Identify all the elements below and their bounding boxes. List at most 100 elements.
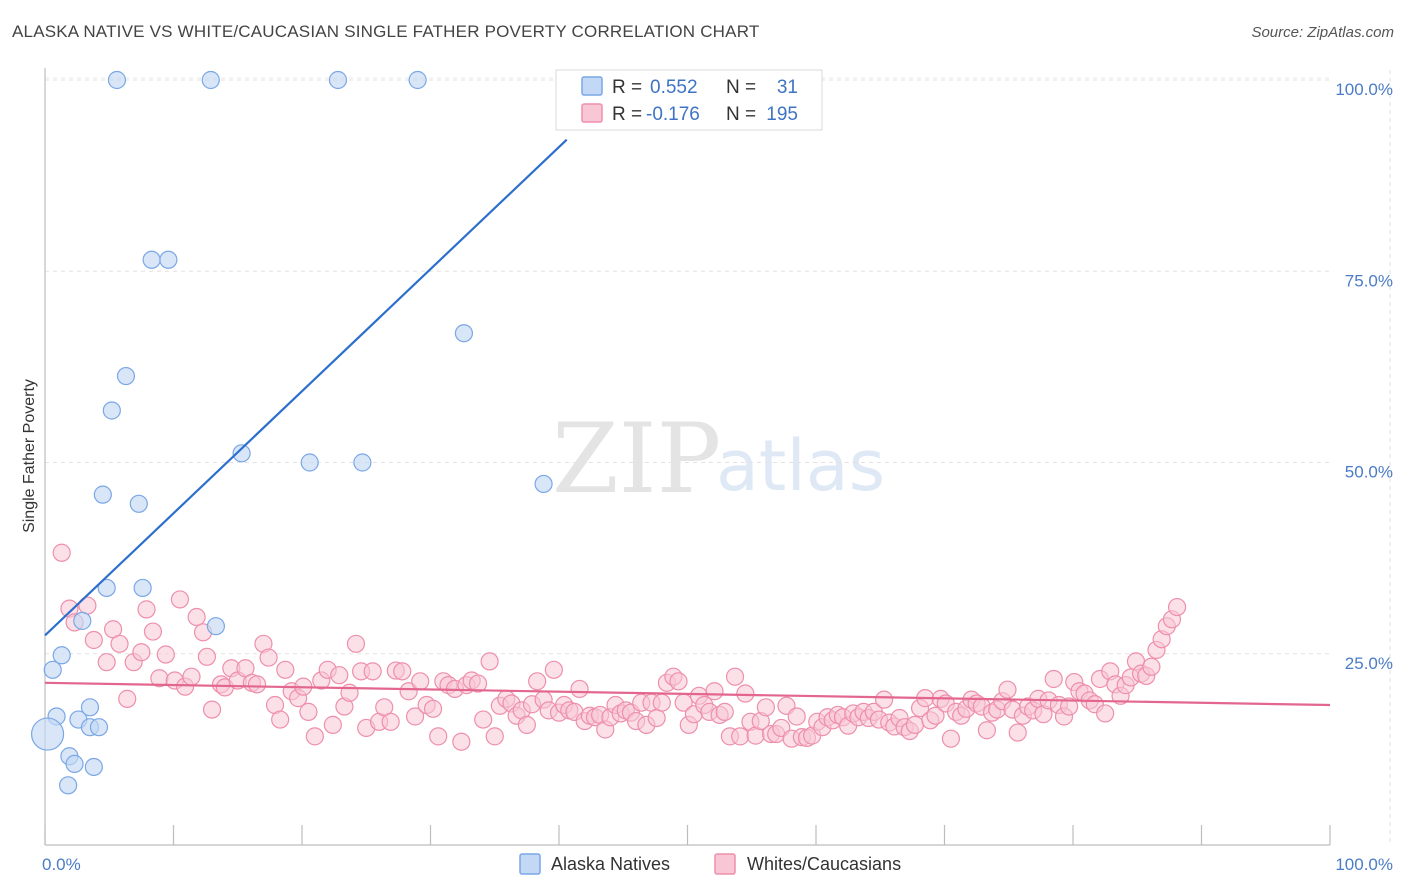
watermark: ZIP atlas (552, 403, 885, 515)
white-point-56 (405, 707, 425, 726)
white-point-4 (84, 630, 103, 650)
alaska-point-10 (300, 453, 319, 472)
white-point-16 (170, 590, 190, 609)
alaska-point-1 (201, 70, 220, 90)
white-point-29 (247, 675, 267, 694)
alaska-natives-points (30, 70, 553, 795)
white-point-78 (528, 672, 547, 691)
legend-swatch-alaska (581, 76, 603, 96)
legend-r-label-white: R = (612, 104, 642, 125)
white-point-33 (271, 710, 290, 729)
alaska-point-30 (30, 717, 65, 751)
white-point-158 (941, 729, 961, 748)
white-point-31 (259, 648, 278, 667)
white-point-18 (182, 667, 201, 686)
white-point-10 (132, 643, 151, 662)
white-point-7 (110, 634, 129, 653)
y-axis-title: Single Father Poverty (21, 379, 38, 533)
alaska-point-20 (43, 660, 62, 679)
white-point-38 (299, 702, 318, 721)
alaska-point-13 (93, 485, 112, 504)
white-point-202 (1167, 597, 1187, 617)
alaska-point-21 (80, 698, 100, 717)
white-point-60 (429, 727, 448, 746)
white-point-59 (423, 699, 443, 718)
white-caucasians-points (52, 543, 1187, 751)
alaska-point-6 (454, 324, 474, 343)
white-point-122 (756, 698, 775, 717)
bottom-legend-swatch-alaska (519, 853, 541, 875)
alaska-point-28 (84, 757, 103, 777)
chart-title: ALASKA NATIVE VS WHITE/CAUCASIAN SINGLE … (12, 22, 760, 41)
white-point-64 (452, 732, 471, 751)
white-point-188 (1096, 704, 1115, 723)
watermark-atlas: atlas (716, 425, 885, 507)
alaska-point-3 (408, 70, 427, 90)
alaska-point-27 (65, 754, 84, 774)
white-point-39 (305, 727, 324, 746)
axes (44, 68, 1331, 846)
y-tick-label-2: 75.0% (1345, 271, 1393, 290)
bottom-legend-label-white: Whites/Caucasians (747, 854, 901, 874)
white-point-76 (517, 715, 536, 734)
source-label: Source: ZipAtlas.com (1251, 24, 1394, 41)
white-point-67 (468, 674, 488, 693)
alaska-point-12 (534, 474, 553, 494)
white-point-155 (926, 706, 945, 725)
watermark-zip: ZIP (552, 403, 721, 515)
white-point-68 (474, 710, 493, 729)
white-point-19 (187, 607, 206, 627)
white-trend-line (44, 681, 1331, 707)
white-point-145 (875, 690, 894, 709)
white-point-151 (905, 715, 925, 734)
trend-lines (44, 138, 1331, 707)
white-point-8 (118, 689, 137, 708)
white-point-117 (731, 727, 750, 746)
alaska-point-7 (116, 366, 136, 386)
white-point-42 (323, 715, 342, 734)
alaska-point-8 (102, 401, 121, 420)
white-point-43 (330, 666, 349, 685)
legend-n-label-white: N = (726, 104, 756, 125)
white-point-22 (202, 700, 222, 719)
white-point-49 (363, 662, 382, 681)
white-point-112 (705, 682, 724, 701)
white-point-181 (1060, 697, 1079, 716)
x-tick-labels: 0.0% 100.0% (42, 855, 1393, 874)
white-point-116 (725, 667, 745, 686)
white-point-197 (1142, 657, 1161, 676)
white-point-46 (346, 634, 366, 653)
white-point-114 (715, 702, 734, 721)
bottom-legend-label-alaska: Alaska Natives (551, 854, 670, 874)
white-point-171 (1008, 723, 1027, 742)
bottom-legend-swatch-white (714, 853, 736, 875)
white-point-0 (52, 543, 71, 562)
white-point-55 (399, 682, 418, 701)
y-tick-label-3: 100.0% (1335, 80, 1393, 99)
legend-n-value-white: 195 (766, 104, 798, 125)
white-point-102 (652, 693, 671, 712)
alaska-point-18 (206, 617, 226, 636)
x-tick-label-0: 0.0% (42, 855, 81, 874)
y-tick-labels: 25.0% 50.0% 75.0% 100.0% (1335, 80, 1393, 673)
alaska-trend-line (44, 138, 568, 637)
legend-r-label-alaska: R = (612, 77, 642, 98)
white-point-52 (381, 712, 400, 731)
white-point-45 (340, 683, 359, 702)
legend-n-label-alaska: N = (726, 77, 756, 98)
alaska-point-19 (52, 646, 71, 665)
white-point-11 (137, 600, 156, 619)
white-point-54 (393, 662, 412, 681)
white-point-169 (998, 680, 1017, 699)
white-point-101 (647, 708, 666, 728)
white-point-118 (736, 684, 755, 703)
white-point-128 (787, 707, 806, 726)
white-point-21 (197, 647, 217, 666)
legend-r-value-alaska: 0.552 (650, 77, 698, 98)
alaska-point-14 (129, 494, 148, 513)
alaska-point-2 (328, 70, 348, 90)
white-point-5 (97, 653, 116, 672)
legend: R = 0.552 N = 31 R = -0.176 N = 195 (555, 69, 823, 131)
white-point-81 (544, 660, 563, 679)
